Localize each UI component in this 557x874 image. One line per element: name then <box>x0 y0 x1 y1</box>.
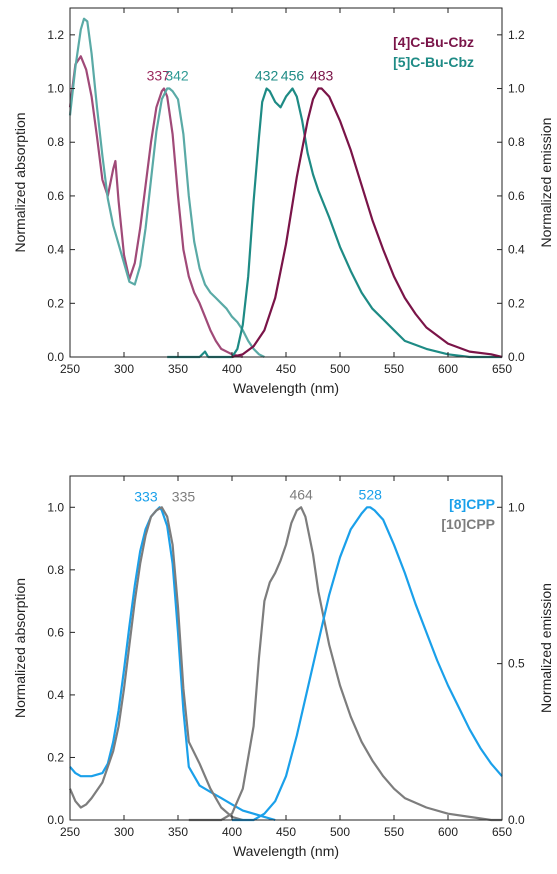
chart2-x-tick-label: 600 <box>438 825 458 839</box>
chart2-peak-label-335: 335 <box>172 488 196 504</box>
chart1-x-axis-title: Wavelength (nm) <box>233 380 339 396</box>
chart1-x-tick-label: 450 <box>276 362 296 376</box>
chart2-y-tick-label: 0.8 <box>47 563 64 577</box>
chart2-y-axis-title: Normalized absorption <box>12 578 28 718</box>
chart2-legend-entry-10-cpp: [10]CPP <box>441 516 495 532</box>
chart1-y-tick-label: 0.6 <box>47 189 64 203</box>
chart1-y2-axis-title: Normalized emission <box>538 118 554 248</box>
chart2-y-tick-label: 0.4 <box>47 688 64 702</box>
chart2-y2-tick-label: 0.0 <box>508 813 525 827</box>
chart2-x-tick-label: 500 <box>330 825 350 839</box>
chart1-y2-tick-label: 0.6 <box>508 189 525 203</box>
chart1-series-4-c-bu-cbz-absorption-line <box>68 55 244 359</box>
chart1-y-axis-title: Normalized absorption <box>12 112 28 252</box>
chart2-y2-axis-title: Normalized emission <box>538 583 554 713</box>
chart2-y-tick-label: 0.2 <box>47 750 64 764</box>
chart1-x-tick-label: 350 <box>168 362 188 376</box>
chart2-y2-tick-label: 1.0 <box>508 500 525 514</box>
chart2-x-tick-label: 450 <box>276 825 296 839</box>
chart1-peak-label-337: 337 <box>147 68 171 84</box>
chart1-legend-entry-4-c-bu-cbz: [4]C-Bu-Cbz <box>393 34 474 50</box>
chart2-y-tick-label: 1.0 <box>47 500 64 514</box>
chart1-y2-tick-label: 1.2 <box>508 28 525 42</box>
chart1-y-tick-label: 0.8 <box>47 135 64 149</box>
chart2-series-10-cpp-absorption-line <box>68 506 244 822</box>
chart1-series-5-c-bu-cbz-absorption-line <box>68 17 265 358</box>
chart2-peak-label-528: 528 <box>359 486 383 502</box>
chart1-x-tick-label: 400 <box>222 362 242 376</box>
chart1-series-4-c-bu-cbz-emission-line <box>231 87 503 359</box>
chart1-x-tick-label: 500 <box>330 362 350 376</box>
chart2-x-tick-label: 550 <box>384 825 404 839</box>
chart1-x-tick-label: 650 <box>492 362 512 376</box>
chart2-y2-tick-label: 0.5 <box>508 657 525 671</box>
chart2-peak-label-464: 464 <box>289 486 313 502</box>
chart1-y2-tick-label: 0.0 <box>508 350 525 364</box>
chart1-x-tick-label: 300 <box>114 362 134 376</box>
chart2-x-tick-label: 350 <box>168 825 188 839</box>
chart1-y2-tick-label: 0.4 <box>508 243 525 257</box>
chart2-y-tick-label: 0.6 <box>47 625 64 639</box>
chart1-y2-tick-label: 0.2 <box>508 296 525 310</box>
chart1-y-tick-label: 0.0 <box>47 350 64 364</box>
chart2-x-tick-label: 400 <box>222 825 242 839</box>
chart2-y-tick-label: 0.0 <box>47 813 64 827</box>
chart2-x-axis-title: Wavelength (nm) <box>233 843 339 859</box>
chart1-y2-tick-label: 0.8 <box>508 135 525 149</box>
chart2-plot-frame <box>69 475 503 821</box>
chart2-series-8-cpp-emission-line <box>232 506 503 822</box>
chart1-x-tick-label: 550 <box>384 362 404 376</box>
chart2-x-tick-label: 300 <box>114 825 134 839</box>
chart1-y-tick-label: 0.2 <box>47 296 64 310</box>
chart1-y2-tick-label: 1.0 <box>508 82 525 96</box>
chart1-peak-label-483: 483 <box>310 68 334 84</box>
chart1-y-tick-label: 0.4 <box>47 243 64 257</box>
chart2-peak-label-333: 333 <box>134 488 158 504</box>
chart1-peak-label-456: 456 <box>281 68 305 84</box>
chart1-peak-label-432: 432 <box>255 68 279 84</box>
chart1-y-tick-label: 1.2 <box>47 28 64 42</box>
chart2-series-10-cpp-emission-line <box>188 506 502 822</box>
chart1-y-tick-label: 1.0 <box>47 82 64 96</box>
chart2-legend-entry-8-cpp: [8]CPP <box>449 496 495 512</box>
chart2-x-tick-label: 650 <box>492 825 512 839</box>
chart1-x-tick-label: 250 <box>60 362 80 376</box>
chart1-legend-entry-5-c-bu-cbz: [5]C-Bu-Cbz <box>393 54 474 70</box>
chart1-peak-label-342: 342 <box>165 68 189 84</box>
chart1-x-tick-label: 600 <box>438 362 458 376</box>
chart2-x-tick-label: 250 <box>60 825 80 839</box>
chart1-series-5-c-bu-cbz-emission-line <box>167 87 502 359</box>
